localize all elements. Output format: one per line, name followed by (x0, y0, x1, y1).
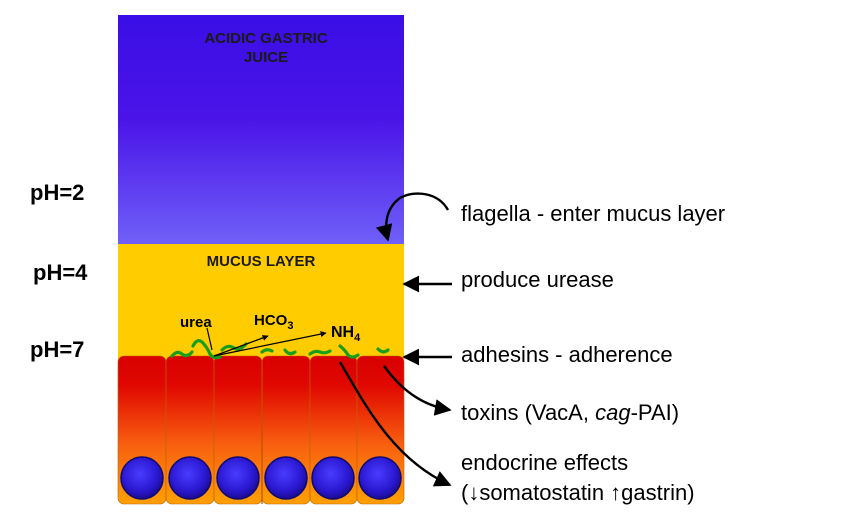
endocrine-annotation-line1: endocrine effects (461, 450, 629, 475)
bacterium (308, 349, 332, 356)
nh4-base: NH (331, 324, 355, 341)
adhesins-annotation: adhesins - adherence (461, 342, 673, 367)
hco3-subscript: 3 (287, 320, 294, 332)
flagella-annotation: flagella - enter mucus layer (461, 201, 726, 226)
ph-label-2: pH=2 (30, 180, 85, 205)
bacterium (283, 348, 297, 356)
cell-nuclei (120, 456, 402, 500)
reaction-arrows (206, 327, 327, 357)
bacteria (170, 339, 390, 360)
urease-annotation: produce urease (461, 267, 614, 292)
toxins-arrow (383, 365, 452, 416)
bacterium (170, 350, 194, 358)
gastric-juice-title-line2: JUICE (243, 49, 289, 66)
flagella-arrow (375, 192, 450, 242)
mucus-layer (118, 244, 404, 364)
hco3-label: HCO3 (254, 312, 293, 332)
toxins-cag-italic: cag (595, 400, 631, 425)
nucleus (168, 456, 212, 500)
gastric-juice-title: ACIDIC GASTRIC JUICE (118, 29, 414, 67)
ph-label-4: pH=4 (33, 260, 88, 285)
nh4-label: NH4 (331, 324, 360, 344)
endocrine-annotation-line2: (↓somatostatin ↑gastrin) (461, 480, 695, 505)
nucleus (120, 456, 164, 500)
hco3-base: HCO (254, 312, 288, 329)
bacterium (338, 344, 360, 359)
urea-label: urea (180, 314, 212, 331)
nucleus (264, 456, 308, 500)
bacterium (191, 339, 222, 360)
nucleus (311, 456, 355, 500)
endocrine-arrow (338, 361, 452, 487)
toxins-annotation: toxins (VacA, cag-PAI) (461, 400, 679, 426)
gastric-juice-title-line1: ACIDIC GASTRIC (204, 30, 328, 47)
toxins-text-end: -PAI) (630, 400, 680, 425)
nucleus (358, 456, 402, 500)
gastric-juice-layer (118, 15, 404, 245)
bacterium (260, 348, 274, 354)
ph-label-7: pH=7 (30, 337, 85, 362)
mucus-layer-title: MUCUS LAYER (206, 253, 316, 270)
bacterium (376, 347, 390, 354)
toxins-text: toxins (VacA, (461, 400, 596, 425)
nh4-subscript: 4 (354, 332, 361, 345)
nucleus (216, 456, 260, 500)
